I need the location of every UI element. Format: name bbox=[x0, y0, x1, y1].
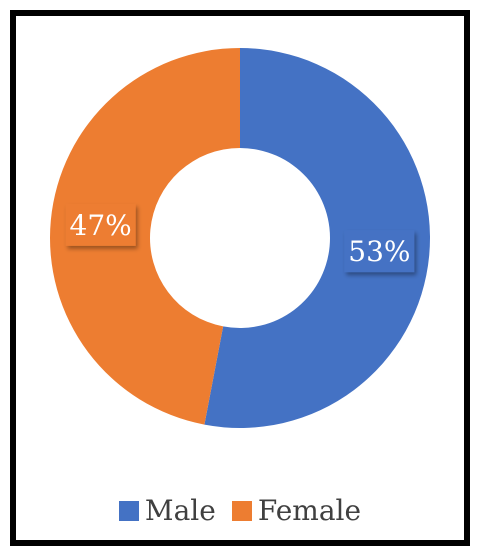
legend-swatch-male bbox=[118, 500, 139, 521]
legend: Male Female bbox=[16, 494, 464, 527]
donut-chart: 53% 47% bbox=[49, 48, 430, 428]
svg-text:47%: 47% bbox=[70, 209, 132, 242]
svg-text:53%: 53% bbox=[348, 235, 410, 268]
legend-label-male: Male bbox=[144, 494, 216, 527]
legend-item-female[interactable]: Female bbox=[231, 494, 362, 527]
data-label-female: 47% bbox=[65, 203, 136, 246]
data-label-male: 53% bbox=[344, 230, 415, 273]
slice-male[interactable] bbox=[204, 48, 430, 428]
legend-label-female: Female bbox=[257, 494, 362, 527]
legend-swatch-female bbox=[231, 500, 252, 521]
chart-frame: 53% 47% Male Female bbox=[10, 10, 470, 546]
slice-female[interactable] bbox=[49, 48, 241, 425]
legend-item-male[interactable]: Male bbox=[118, 494, 216, 527]
